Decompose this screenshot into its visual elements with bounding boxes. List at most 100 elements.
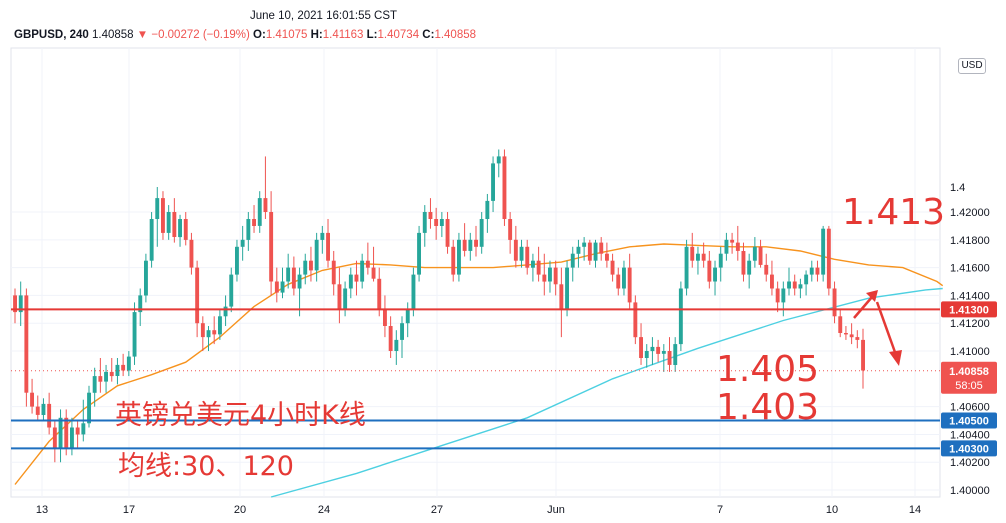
candle-body — [303, 260, 308, 275]
candle-body — [109, 371, 114, 377]
candle-body — [508, 219, 513, 240]
currency-badge[interactable]: USD — [958, 58, 986, 74]
candle-body — [485, 200, 490, 219]
candle-body — [707, 260, 712, 282]
price-axis[interactable]: 1.40000 1.40200 1.40400 1.40600 1.41000 1.412… — [941, 182, 997, 497]
candle-body — [798, 284, 803, 289]
candle-body — [826, 228, 831, 289]
candle-body — [713, 267, 717, 282]
candle-body — [849, 334, 854, 338]
candles — [13, 149, 865, 463]
candle-body — [195, 267, 200, 324]
candle-body — [673, 344, 678, 365]
candle-body — [149, 219, 154, 261]
time-tick-label: 13 — [36, 504, 48, 516]
candle-body — [565, 267, 569, 310]
candle-body — [371, 267, 376, 279]
candle-body — [650, 346, 655, 352]
candle-body — [741, 251, 746, 275]
candle-body — [161, 198, 165, 233]
candle-body — [126, 356, 131, 371]
candle-body — [64, 417, 69, 449]
open-value: 1.41075 — [265, 29, 308, 41]
price-tick-label: 1.40000 — [950, 485, 990, 497]
arrow-up-segment — [853, 296, 873, 319]
candle-body — [570, 253, 575, 268]
candle-body — [155, 198, 160, 219]
candle-body — [542, 274, 547, 282]
header-ohlc: GBPUSD, 240 1.40858 ▼ −0.00272 (−0.19%) … — [14, 29, 477, 41]
time-axis[interactable]: 13 17 20 24 27 Jun 7 10 14 — [36, 504, 921, 516]
close-label: C: — [422, 29, 435, 41]
time-tick-label: 24 — [318, 504, 330, 516]
candle-body — [257, 198, 262, 226]
symbol-label[interactable]: GBPUSD — [14, 29, 64, 41]
candle-body — [519, 246, 524, 261]
candle-body — [792, 281, 797, 289]
candle-body — [678, 288, 683, 345]
candle-body — [730, 239, 735, 243]
candle-body — [13, 295, 17, 313]
candle-body — [280, 281, 285, 293]
candle-body — [309, 260, 313, 271]
price-level-tag — [941, 440, 997, 457]
candle-body — [326, 232, 330, 261]
moving-average-note: 均线:30、120 — [118, 451, 294, 482]
candle-body — [18, 295, 23, 313]
last-price-tag-label: 1.40858 — [949, 366, 989, 378]
candle-body — [263, 198, 268, 212]
candle-body — [502, 156, 507, 219]
candle-body — [35, 406, 40, 415]
candle-body — [758, 246, 763, 265]
candle-body — [804, 274, 809, 285]
last-price: 1.40858 — [91, 29, 134, 41]
candle-body — [24, 295, 29, 393]
candle-body — [639, 337, 643, 358]
candle-body — [605, 253, 609, 261]
candle-body — [206, 330, 211, 338]
down-arrow-icon: ▼ — [136, 29, 149, 41]
candle-body — [809, 267, 814, 275]
candle-body — [770, 274, 774, 289]
candle-body — [787, 281, 791, 289]
candle-body — [855, 337, 860, 340]
time-tick-label: 10 — [826, 504, 838, 516]
candle-body — [474, 239, 478, 247]
low-label: L: — [366, 29, 378, 41]
candle-body — [166, 212, 171, 233]
candle-body — [593, 242, 598, 261]
candle-body — [200, 323, 205, 338]
candle-body — [457, 239, 461, 275]
candle-body — [360, 260, 365, 282]
candle-body — [47, 403, 52, 428]
candle-body — [582, 242, 587, 247]
candle-body — [331, 260, 336, 285]
candle-body — [838, 316, 843, 333]
price-level-tag — [941, 301, 997, 318]
trend-arrows — [853, 290, 902, 366]
candle-body — [633, 302, 638, 338]
time-tick-label: 14 — [909, 504, 921, 516]
time-tick-label: 20 — [234, 504, 246, 516]
candle-body — [58, 417, 63, 449]
ma30-line — [14, 243, 944, 485]
candle-body — [428, 212, 433, 219]
time-tick-label: Jun — [547, 504, 565, 516]
interval-label[interactable]: 240 — [69, 29, 89, 41]
open-label: O: — [253, 29, 266, 41]
candle-body — [365, 260, 370, 268]
candle-body — [172, 212, 177, 237]
candle-body — [183, 219, 188, 240]
horizontal-levels[interactable] — [11, 308, 940, 450]
candle-body — [229, 274, 234, 307]
candle-body — [52, 427, 57, 449]
price-tick-label: 1.41400 — [950, 290, 990, 302]
candle-body — [104, 371, 108, 382]
high-value: 1.41163 — [322, 29, 364, 41]
close-value: 1.40858 — [434, 29, 477, 41]
candle-body — [815, 267, 820, 275]
last-price-tag — [941, 361, 997, 394]
candle-body — [627, 267, 632, 303]
plot-area — [10, 47, 941, 498]
